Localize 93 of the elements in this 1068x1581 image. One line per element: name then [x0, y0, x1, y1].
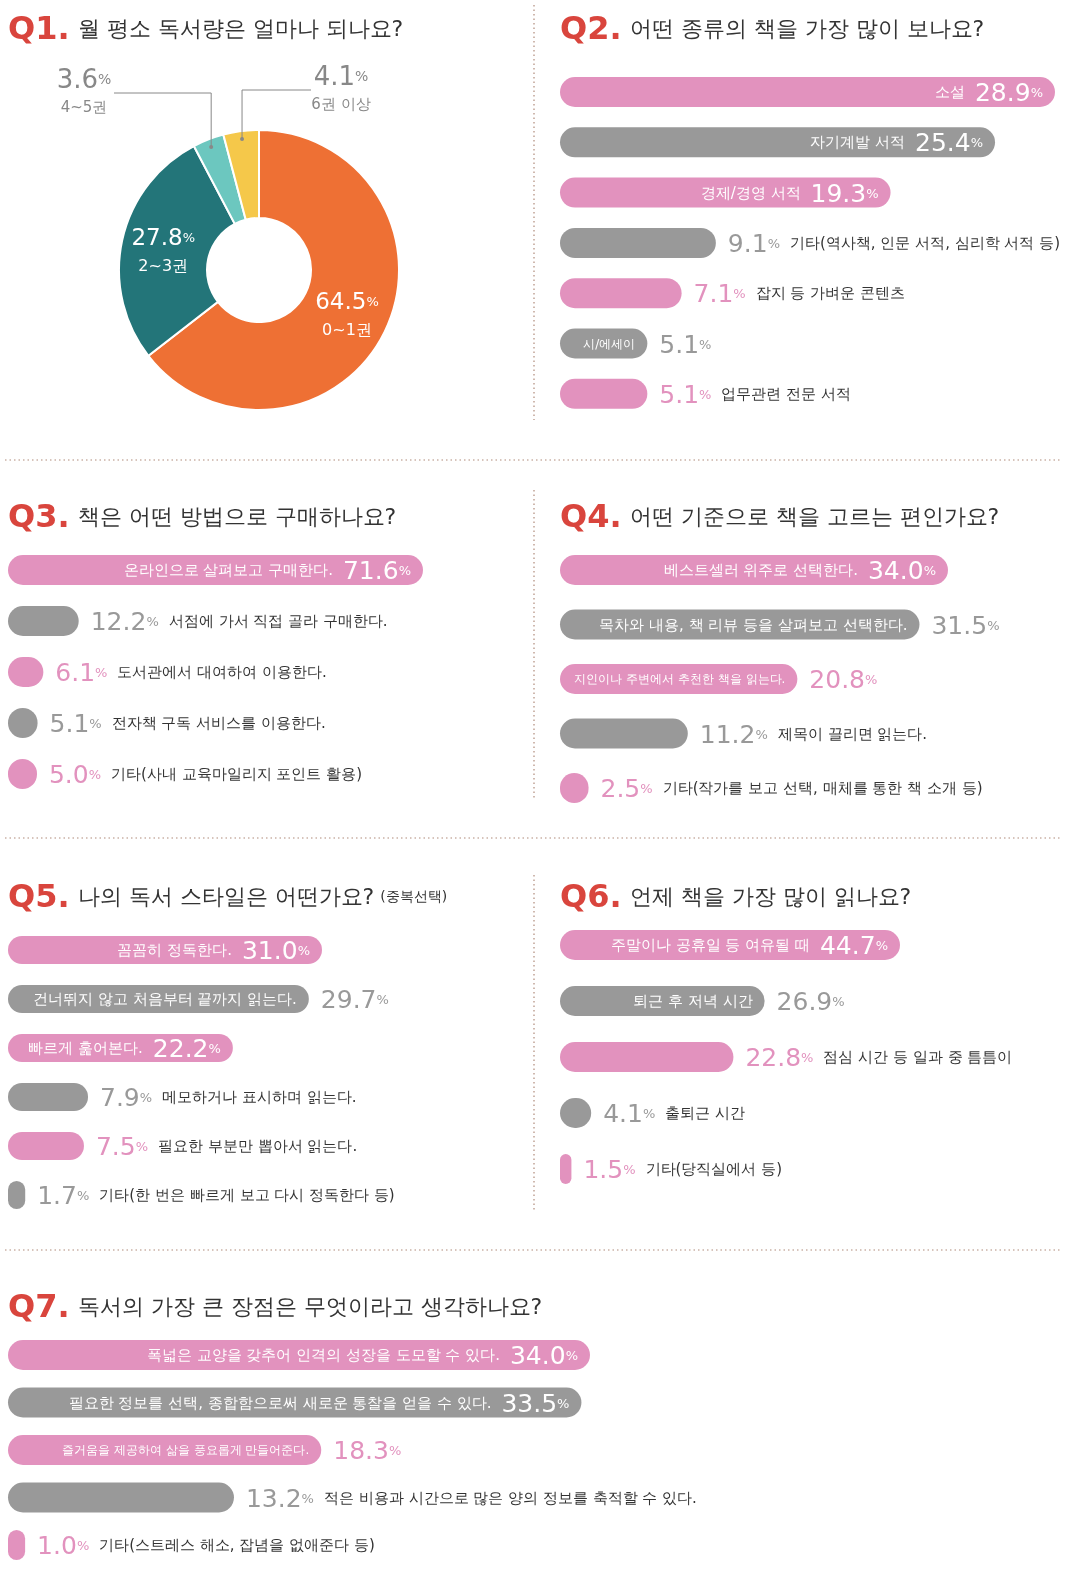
data-label: 44.7%	[819, 930, 888, 960]
data-label: 11.2%	[699, 719, 768, 748]
bar	[8, 1132, 84, 1160]
slice-label: 4~5권	[60, 98, 108, 116]
data-label: 5.1%	[659, 379, 712, 409]
y-tick-label: 베스트셀러 위주로 선택한다.	[663, 561, 858, 579]
y-tick-label: 건너뛰지 않고 처음부터 끝까지 읽는다.	[32, 990, 297, 1008]
chart-title: Q4. 어떤 기준으로 책을 고르는 편인가요?	[560, 497, 1000, 535]
data-label: 7.9%	[100, 1082, 153, 1112]
y-tick-label: 적은 비용과 시간으로 많은 양의 정보를 축적할 수 있다.	[323, 1488, 697, 1507]
bar	[8, 1482, 234, 1513]
chart-title: Q6. 언제 책을 가장 많이 읽나요?	[560, 877, 912, 915]
chart-title: Q2. 어떤 종류의 책을 가장 많이 보나요?	[560, 9, 985, 47]
slice-label: 0~1권	[322, 319, 372, 339]
data-label: 31.5%	[931, 610, 1000, 639]
data-label: 6.1%	[55, 657, 108, 687]
data-label: 34.0%	[867, 555, 936, 585]
bar	[560, 227, 716, 258]
y-tick-label: 기타(한 번은 빠르게 보고 다시 정독한다 등)	[99, 1186, 395, 1204]
y-tick-label: 기타(역사책, 인문 서적, 심리학 서적 등)	[789, 233, 1061, 252]
y-tick-label: 제목이 끌리면 읽는다.	[777, 724, 928, 743]
data-label: 20.8%	[809, 664, 878, 694]
y-tick-label: 자기계발 서적	[810, 133, 906, 152]
bar	[560, 378, 648, 409]
y-tick-label: 필요한 정보를 선택, 종합함으로써 새로운 통찰을 얻을 수 있다.	[68, 1393, 492, 1412]
data-label: 22.8%	[745, 1042, 814, 1072]
data-label: 33.5%	[501, 1388, 570, 1417]
data-label: 3.6%	[56, 64, 112, 94]
data-label: 5.0%	[48, 759, 102, 789]
y-tick-label: 서점에 가서 직접 골라 구매한다.	[168, 612, 388, 630]
chart-title: Q1. 월 평소 독서량은 얼마나 되나요?	[8, 9, 404, 47]
data-label: 26.9%	[776, 986, 845, 1016]
y-tick-label: 필요한 부분만 뽑아서 읽는다.	[158, 1137, 358, 1155]
bar	[560, 77, 1055, 107]
bar	[8, 1083, 89, 1111]
data-label: 19.3%	[810, 178, 879, 208]
data-label: 27.8%	[131, 224, 196, 251]
data-label: 12.2%	[90, 606, 159, 636]
y-tick-label: 출퇴근 시간	[665, 1104, 746, 1122]
y-tick-label: 경제/경영 서적	[700, 183, 801, 202]
y-tick-label: 퇴근 후 저녁 시간	[633, 992, 753, 1010]
chart-title: Q7. 독서의 가장 큰 장점은 무엇이라고 생각하나요?	[8, 1287, 543, 1325]
y-tick-label: 즐거움을 제공하여 삶을 풍요롭게 만들어준다.	[62, 1443, 310, 1457]
bar	[560, 1042, 734, 1072]
data-label: 2.5%	[600, 773, 653, 803]
data-label: 1.0%	[37, 1530, 90, 1560]
data-label: 64.5%	[315, 288, 379, 315]
y-tick-label: 기타(작가를 보고 선택, 매체를 통한 책 소개 등)	[662, 779, 983, 797]
y-tick-label: 잡지 등 가벼운 콘텐츠	[755, 284, 906, 303]
y-tick-label: 빠르게 훑어본다.	[28, 1039, 143, 1057]
data-label: 5.1%	[659, 329, 712, 358]
chart-title: Q5. 나의 독서 스타일은 어떤가요?	[8, 877, 375, 915]
y-tick-label: 전자책 구독 서비스를 이용한다.	[111, 714, 326, 732]
y-tick-label: 기타(당직실에서 등)	[645, 1160, 783, 1178]
data-label: 31.0%	[241, 935, 310, 965]
data-label: 5.1%	[49, 708, 102, 738]
data-label: 7.1%	[693, 278, 746, 308]
y-tick-label: 꼼꼼히 정독한다.	[117, 941, 232, 959]
data-label: 4.1%	[603, 1098, 656, 1128]
y-tick-label: 온라인으로 살펴보고 구매한다.	[123, 561, 333, 579]
data-label: 25.4%	[915, 127, 984, 157]
slice-label: 6권 이상	[311, 95, 371, 113]
y-tick-label: 시/에세이	[583, 336, 636, 351]
y-tick-label: 메모하거나 표시하며 읽는다.	[162, 1088, 357, 1106]
data-label: 1.7%	[37, 1180, 90, 1210]
data-label: 13.2%	[245, 1483, 314, 1512]
y-tick-label: 기타(사내 교육마일리지 포인트 활용)	[111, 765, 363, 783]
y-tick-label: 소설	[934, 83, 965, 101]
data-label: 1.5%	[583, 1154, 636, 1184]
y-tick-label: 기타(스트레스 해소, 잡념을 없애준다 등)	[99, 1536, 375, 1554]
y-tick-label: 목차와 내용, 책 리뷰 등을 살펴보고 선택한다.	[599, 615, 908, 634]
data-label: 9.1%	[727, 228, 780, 258]
data-label: 71.6%	[342, 555, 411, 585]
bar	[560, 718, 688, 749]
data-label: 28.9%	[974, 77, 1043, 107]
data-label: 34.0%	[509, 1340, 578, 1370]
data-label: 22.2%	[152, 1033, 221, 1063]
y-tick-label: 업무관련 전문 서적	[721, 384, 852, 403]
y-tick-label: 점심 시간 등 일과 중 틈틈이	[823, 1048, 1013, 1066]
data-label: 18.3%	[333, 1435, 402, 1465]
chart-title: Q3. 책은 어떤 방법으로 구매하나요?	[8, 497, 397, 535]
y-tick-label: 폭넓은 교양을 갖추어 인격의 성장을 도모할 수 있다.	[146, 1346, 500, 1364]
data-label: 29.7%	[320, 984, 389, 1014]
y-tick-label: 도서관에서 대여하여 이용한다.	[117, 663, 327, 681]
slice-label: 2~3권	[138, 255, 189, 275]
y-tick-label: 지인이나 주변에서 추천한 책을 읽는다.	[574, 672, 786, 686]
y-tick-label: 주말이나 공휴일 등 여유될 때	[610, 936, 810, 954]
bar	[560, 127, 996, 158]
bar	[8, 606, 79, 636]
text: (중복선택)	[380, 888, 448, 904]
data-label: 7.5%	[95, 1131, 149, 1161]
data-label: 4.1%	[313, 61, 369, 91]
bar	[560, 278, 682, 309]
